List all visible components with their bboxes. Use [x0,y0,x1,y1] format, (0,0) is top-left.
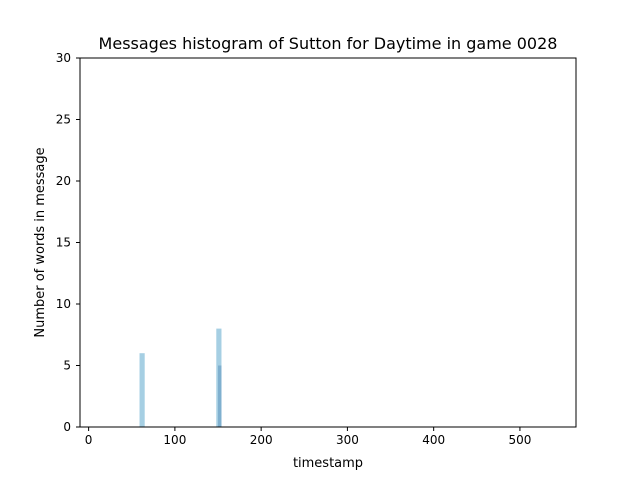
y-axis-label: Number of words in message [33,147,48,337]
chart-title: Messages histogram of Sutton for Daytime… [99,34,558,53]
y-axis-ticks: 0 5 10 15 20 25 30 [56,51,80,434]
plot-frame [79,57,577,428]
y-tick-label: 30 [56,51,71,65]
y-tick-label: 0 [63,420,71,434]
x-tick-label: 0 [85,433,93,447]
y-tick-label: 5 [63,359,71,373]
y-tick-label: 15 [56,236,71,250]
histogram-bar-3 [218,365,222,427]
y-tick-label: 25 [56,113,71,127]
y-tick-label: 20 [56,174,71,188]
histogram-bar-1 [139,353,145,427]
x-tick-label: 500 [508,433,531,447]
x-tick-label: 200 [250,433,273,447]
x-axis-label: timestamp [293,456,363,471]
y-tick-label: 10 [56,297,71,311]
x-tick-label: 100 [163,433,186,447]
x-tick-label: 300 [336,433,359,447]
x-tick-label: 400 [422,433,445,447]
bars-layer [139,328,222,427]
x-axis-ticks: 0 100 200 300 400 500 [85,427,531,447]
